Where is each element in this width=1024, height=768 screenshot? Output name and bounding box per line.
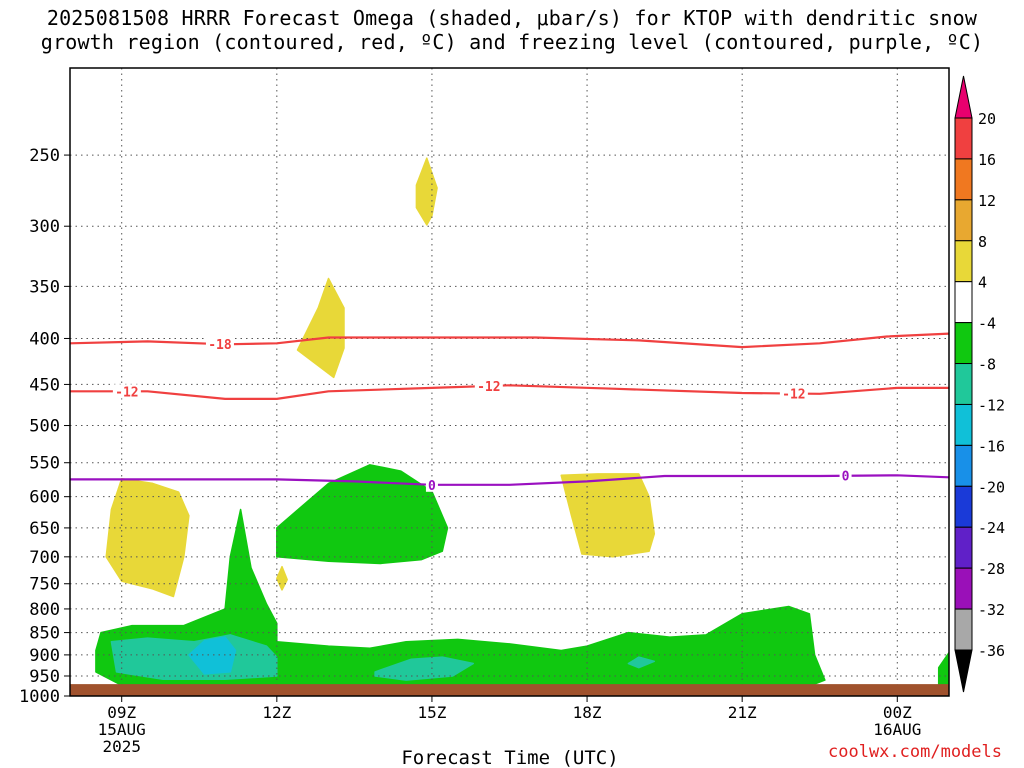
colorbar-label: 4: [978, 274, 987, 292]
colorbar-label: -4: [978, 315, 996, 333]
contour-label-bg: [779, 386, 808, 401]
colorbar-segment: [954, 117, 973, 160]
omega-region: [296, 277, 345, 379]
y-tick-label: 850: [29, 624, 60, 644]
omega-region: [188, 636, 237, 675]
x-tick-label: 09Z: [107, 703, 136, 722]
y-tick-label: 500: [29, 417, 60, 437]
x-tick-label: 15Z: [417, 703, 446, 722]
colorbar-segment: [954, 281, 973, 324]
y-tick-label: 400: [29, 329, 60, 349]
y-tick-label: 700: [29, 548, 60, 568]
y-tick-label: 1000: [19, 687, 60, 707]
colorbar-segment: [954, 526, 973, 569]
x-tick-label: 21Z: [728, 703, 757, 722]
colorbar-label: -8: [978, 356, 996, 374]
colorbar-label: 12: [978, 192, 996, 210]
x-tick-label: 2025: [102, 737, 141, 756]
x-tick-label: 15AUG: [98, 720, 146, 739]
x-tick-label: 16AUG: [873, 720, 921, 739]
chart-title-line-1: 2025081508 HRRR Forecast Omega (shaded, …: [46, 6, 978, 30]
colorbar-segment: [954, 199, 973, 242]
omega-region: [627, 656, 656, 669]
omega-region: [105, 477, 190, 598]
y-tick-label: 950: [29, 667, 60, 687]
y-tick-label: 300: [29, 217, 60, 237]
plot-background: [70, 68, 949, 696]
colorbar-segment: [954, 608, 973, 651]
chart-title: 2025081508 HRRR Forecast Omega (shaded, …: [0, 6, 1024, 54]
plot-frame: [69, 67, 950, 697]
colorbar-segment: [954, 322, 973, 365]
y-tick-label: 550: [29, 454, 60, 474]
colorbar-label: -24: [978, 519, 1005, 537]
colorbar-label: -12: [978, 396, 1005, 414]
colorbar-label: -20: [978, 478, 1005, 496]
credit-link[interactable]: coolwx.com/models: [828, 742, 1002, 762]
x-axis-title: Forecast Time (UTC): [401, 747, 618, 768]
colorbar-segment: [954, 403, 973, 446]
contour-label-bg: [839, 468, 852, 483]
contour-label: -12: [115, 385, 138, 400]
x-tick-label: 00Z: [883, 703, 912, 722]
ground-fill: [70, 684, 949, 696]
chart-title-line-2: growth region (contoured, red, ºC) and f…: [40, 30, 984, 54]
colorbar: 20 16 12 8 4 -4 -8 -12 -16 -20 -24 -28 -32 -36: [954, 75, 1005, 693]
omega-region: [560, 473, 656, 558]
colorbar-label: -28: [978, 560, 1005, 578]
contour-label-bg: [205, 337, 234, 352]
contour-label-bg: [425, 477, 438, 492]
colorbar-bottom-arrow: [954, 649, 973, 693]
contour-label: -12: [477, 380, 500, 395]
colorbar-label: -36: [978, 642, 1005, 660]
colorbar-segment: [954, 158, 973, 201]
omega-region: [276, 464, 449, 565]
colorbar-segment: [954, 444, 973, 487]
contour-label: -12: [782, 388, 805, 403]
colorbar-label: -32: [978, 601, 1005, 619]
colorbar-label: 20: [978, 110, 996, 128]
colorbar-segment: [954, 240, 973, 283]
grid: [70, 68, 949, 685]
contour-label: -18: [208, 338, 232, 353]
y-tick-label: 250: [29, 146, 60, 166]
colorbar-label: -16: [978, 437, 1005, 455]
contour-label: 0: [842, 470, 850, 485]
contours: -18 -12 -12 -12 0 0: [70, 332, 949, 494]
contour-line-freezing-level: [70, 474, 949, 486]
omega-region: [937, 651, 949, 685]
contour-label-bg: [112, 384, 141, 399]
x-tick-label: 18Z: [573, 703, 602, 722]
contour-line-temperature: [70, 384, 949, 400]
colorbar-label: 16: [978, 151, 996, 169]
y-tick-label: 900: [29, 646, 60, 666]
contour-label: 0: [428, 479, 436, 494]
y-tick-label: 600: [29, 488, 60, 508]
omega-region: [374, 656, 475, 681]
colorbar-label: 8: [978, 233, 987, 251]
colorbar-top-arrow: [954, 75, 973, 119]
y-tick-label: 800: [29, 600, 60, 620]
colorbar-segment: [954, 485, 973, 528]
y-tick-label: 350: [29, 277, 60, 297]
contour-label-bg: [474, 378, 503, 393]
y-tick-label: 750: [29, 575, 60, 595]
colorbar-segment: [954, 363, 973, 405]
y-tick-label: 650: [29, 519, 60, 539]
x-tick-label: 12Z: [262, 703, 291, 722]
omega-region: [415, 157, 438, 226]
y-tick-label: 450: [29, 375, 60, 395]
colorbar-segment: [954, 567, 973, 610]
